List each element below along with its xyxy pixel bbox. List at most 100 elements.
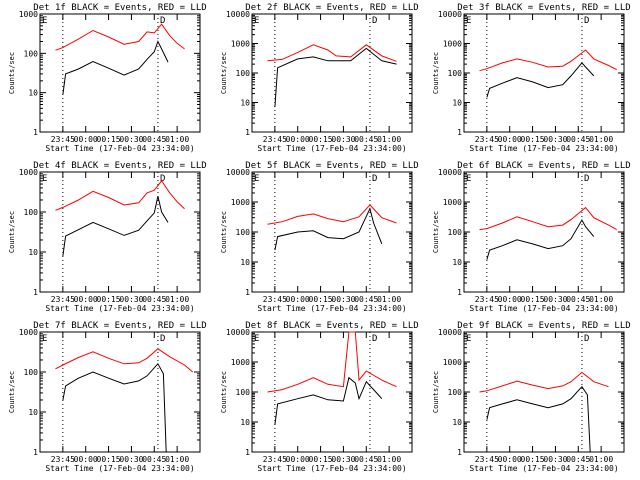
- x-tick-label: 00:45: [566, 135, 590, 144]
- x-tick-label: 00:45: [142, 455, 166, 464]
- y-axis-label: Counts/sec: [432, 371, 440, 413]
- x-tick-label: 00:00: [498, 455, 522, 464]
- lld-series-line: [267, 331, 397, 393]
- y-tick-label: 100: [24, 49, 39, 58]
- lld-series-line: [55, 348, 194, 373]
- x-axis-label: Start Time (17-Feb-04 23:34:00): [45, 464, 194, 473]
- marker-label-e: E: [254, 16, 259, 26]
- x-tick-label: 00:30: [543, 135, 567, 144]
- events-series-line: [274, 207, 383, 251]
- marker-label-d: D: [160, 16, 165, 26]
- y-axis-label: Counts/sec: [220, 211, 228, 253]
- marker-label-d: D: [160, 174, 165, 184]
- y-tick-label: 10000: [438, 168, 462, 177]
- x-tick-label: 00:00: [74, 455, 98, 464]
- plot-frame: [39, 13, 201, 133]
- x-tick-label: 00:45: [566, 455, 590, 464]
- lld-series-line: [55, 23, 185, 51]
- lld-series-line: [479, 206, 617, 231]
- y-tick-label: 1: [245, 448, 250, 457]
- y-tick-label: 10000: [226, 10, 250, 19]
- x-tick-label: 00:00: [498, 135, 522, 144]
- x-tick-label: 00:30: [331, 295, 355, 304]
- marker-label-d: D: [584, 16, 589, 26]
- x-axis-label: Start Time (17-Feb-04 23:34:00): [257, 304, 406, 313]
- y-axis-label: Counts/sec: [8, 52, 16, 94]
- y-tick-label: 10: [240, 418, 250, 427]
- marker-label-e: E: [254, 334, 259, 344]
- x-tick-label: 00:00: [286, 295, 310, 304]
- marker-label-d: D: [584, 174, 589, 184]
- y-tick-label: 1000: [231, 198, 250, 207]
- y-tick-label: 1: [457, 448, 462, 457]
- chart-panel-7: Det 7f BLACK = Events, RED = LLD 1 10 100 10…: [8, 321, 207, 473]
- plot-frame: [463, 331, 625, 453]
- x-tick-label: 00:15: [309, 455, 333, 464]
- y-tick-label: 1: [457, 128, 462, 137]
- x-tick-label: 00:15: [97, 295, 121, 304]
- x-tick-label: 23:45: [51, 295, 75, 304]
- y-tick-label: 1000: [443, 198, 462, 207]
- y-tick-label: 100: [448, 388, 463, 397]
- plot-frame: [251, 171, 413, 293]
- lld-series-line: [267, 44, 397, 62]
- x-tick-label: 00:15: [309, 135, 333, 144]
- x-tick-label: 00:00: [74, 135, 98, 144]
- plot-frame: [251, 331, 413, 453]
- panel-title: Det 2f BLACK = Events, RED = LLD: [245, 3, 418, 13]
- y-tick-label: 10000: [226, 328, 250, 337]
- y-tick-label: 10: [452, 258, 462, 267]
- y-tick-label: 10000: [438, 10, 462, 19]
- x-tick-label: 00:15: [97, 135, 121, 144]
- y-tick-label: 100: [236, 388, 251, 397]
- plot-frame: [463, 171, 625, 293]
- y-tick-label: 100: [448, 228, 463, 237]
- y-tick-label: 1000: [443, 40, 462, 49]
- chart-panel-8: Det 8f BLACK = Events, RED = LLD 1 10 100 10…: [220, 321, 419, 473]
- lld-series-line: [55, 180, 185, 211]
- x-tick-label: 23:45: [263, 455, 287, 464]
- y-tick-label: 1: [245, 128, 250, 137]
- x-tick-label: 00:45: [566, 295, 590, 304]
- events-series-line: [62, 195, 169, 256]
- y-tick-label: 1: [33, 448, 38, 457]
- y-axis-label: Counts/sec: [432, 52, 440, 94]
- y-tick-label: 10: [28, 408, 38, 417]
- x-tick-label: 00:30: [119, 455, 143, 464]
- events-series-line: [274, 47, 397, 108]
- panel-title: Det 3f BLACK = Events, RED = LLD: [457, 3, 630, 13]
- y-tick-label: 100: [24, 208, 39, 217]
- plot-frame: [463, 13, 625, 133]
- y-tick-label: 1000: [19, 10, 38, 19]
- events-series-line: [486, 219, 595, 260]
- x-tick-label: 00:15: [97, 455, 121, 464]
- x-tick-label: 00:45: [354, 295, 378, 304]
- y-tick-label: 10: [452, 99, 462, 108]
- lld-series-line: [479, 371, 609, 393]
- marker-label-e: E: [466, 174, 471, 184]
- marker-label-e: E: [466, 16, 471, 26]
- x-tick-label: 00:00: [498, 295, 522, 304]
- panel-title: Det 1f BLACK = Events, RED = LLD: [33, 3, 206, 13]
- events-series-line: [486, 62, 595, 98]
- x-tick-label: 00:45: [142, 295, 166, 304]
- y-tick-label: 100: [236, 69, 251, 78]
- events-series-line: [274, 376, 383, 425]
- marker-label-d: D: [584, 334, 589, 344]
- y-axis-label: Counts/sec: [432, 211, 440, 253]
- x-tick-label: 00:00: [74, 295, 98, 304]
- marker-label-d: D: [372, 174, 377, 184]
- x-axis-label: Start Time (17-Feb-04 23:34:00): [257, 144, 406, 153]
- y-tick-label: 100: [236, 228, 251, 237]
- y-tick-label: 1000: [231, 40, 250, 49]
- x-tick-label: 01:00: [589, 295, 613, 304]
- y-tick-label: 10: [240, 99, 250, 108]
- x-tick-label: 23:45: [475, 455, 499, 464]
- x-tick-label: 01:00: [165, 135, 189, 144]
- marker-label-d: D: [160, 334, 165, 344]
- x-tick-label: 00:30: [331, 135, 355, 144]
- x-tick-label: 01:00: [377, 455, 401, 464]
- x-tick-label: 01:00: [377, 295, 401, 304]
- marker-label-e: E: [254, 174, 259, 184]
